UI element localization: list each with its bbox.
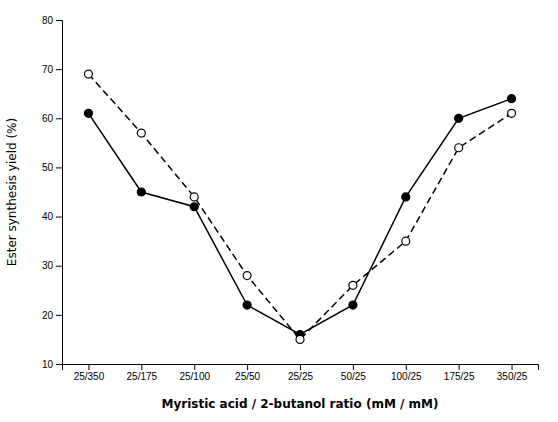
- tick: 30: [42, 260, 62, 271]
- line: [88, 74, 511, 339]
- tick-mark: [194, 364, 195, 370]
- marker: [137, 129, 145, 137]
- tick-label: 70: [42, 64, 54, 75]
- marker: [508, 109, 516, 117]
- tick-label: 25/175: [127, 371, 158, 382]
- tick-label: 60: [42, 113, 54, 124]
- tick: 10: [42, 359, 62, 370]
- tick-mark: [300, 364, 301, 370]
- chart: 25/350 25/175 25/100 25/50 25/25 50/25 100/25 1…: [0, 0, 558, 422]
- tick-label: 30: [42, 260, 54, 271]
- tick-mark: [406, 364, 407, 370]
- tick: 50: [42, 162, 62, 173]
- marker: [296, 335, 304, 343]
- tick: 25/100: [179, 364, 210, 382]
- tick: 175/25: [444, 364, 475, 382]
- tick-mark: [56, 364, 62, 365]
- tick-mark: [56, 69, 62, 70]
- tick: 60: [42, 113, 62, 124]
- tick: 80: [42, 15, 62, 26]
- marker: [190, 193, 198, 201]
- tick-mark: [56, 217, 62, 218]
- tick: 25/25: [288, 364, 313, 382]
- tick-label: 20: [42, 310, 54, 321]
- marker: [84, 70, 92, 78]
- tick-label: 25/350: [74, 371, 105, 382]
- tick-label: 100/25: [391, 371, 422, 382]
- marks: [84, 70, 515, 343]
- axis-line: [56, 21, 63, 365]
- marker: [84, 109, 92, 117]
- marker: [402, 237, 410, 245]
- x-axis-title: Myristic acid / 2-butanol ratio (mM / mM…: [162, 397, 439, 411]
- tick-label: 10: [42, 359, 54, 370]
- tick-mark: [247, 364, 248, 370]
- tick-mark: [56, 266, 62, 267]
- tick-label: 25/25: [288, 371, 313, 382]
- tick-mark: [56, 20, 62, 21]
- tick-mark: [353, 364, 354, 370]
- marker: [243, 272, 251, 280]
- tick: 25/350: [74, 364, 105, 382]
- line: [88, 99, 511, 335]
- tick-label: 50: [42, 162, 54, 173]
- tick: 25/50: [235, 364, 260, 382]
- marker: [243, 301, 251, 309]
- y-axis: 10 20 30 40 50 60 70 80: [42, 15, 63, 370]
- tick: 100/25: [391, 364, 422, 382]
- tick: 20: [42, 310, 62, 321]
- plot: 25/350 25/175 25/100 25/50 25/25 50/25 100/25 1…: [42, 15, 539, 382]
- tick-label: 350/25: [497, 371, 528, 382]
- tick-label: 175/25: [444, 371, 475, 382]
- tick-mark: [459, 364, 460, 370]
- tick-label: 25/50: [235, 371, 260, 382]
- tick-mark: [88, 364, 89, 370]
- axis-line: [63, 365, 539, 371]
- marker: [455, 114, 463, 122]
- tick-mark: [512, 364, 513, 370]
- marker: [349, 301, 357, 309]
- marker: [190, 203, 198, 211]
- tick: 50/25: [341, 364, 366, 382]
- tick-label: 40: [42, 211, 54, 222]
- tick-label: 50/25: [341, 371, 366, 382]
- tick-mark: [56, 167, 62, 168]
- tick-label: 25/100: [179, 371, 210, 382]
- tick-label: 80: [42, 15, 54, 26]
- tick-mark: [141, 364, 142, 370]
- y-axis-title: Ester synthesis yield (%): [5, 118, 19, 266]
- tick: 25/175: [127, 364, 158, 382]
- marker: [455, 144, 463, 152]
- marker: [402, 193, 410, 201]
- marker: [137, 188, 145, 196]
- tick: 40: [42, 211, 62, 222]
- x-axis: 25/350 25/175 25/100 25/50 25/25 50/25 100/25 1…: [63, 364, 539, 382]
- tick: 350/25: [497, 364, 528, 382]
- tick-mark: [56, 118, 62, 119]
- marker: [349, 281, 357, 289]
- tick: 70: [42, 64, 62, 75]
- tick-mark: [56, 315, 62, 316]
- marker: [508, 95, 516, 103]
